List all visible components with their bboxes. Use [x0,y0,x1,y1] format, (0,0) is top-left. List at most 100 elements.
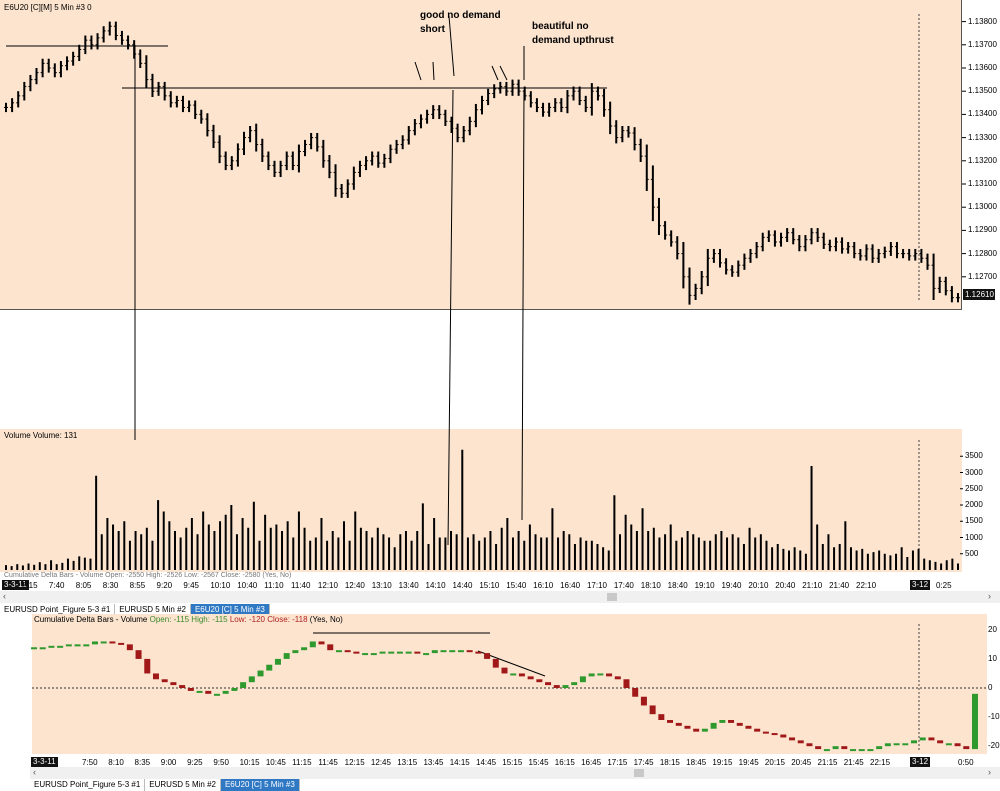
time-axis-top-label: 13:40 [398,581,419,590]
delta-candle [414,651,421,654]
price-bar [699,271,704,295]
delta-axis-label: -20 [988,741,1000,751]
tab-eurusd-point-figure[interactable]: EURUSD Point_Figure 5-3 #1 [0,604,116,616]
delta-candle [309,641,316,648]
time-axis-bottom-label: 14:45 [476,758,497,767]
price-bar [119,30,124,45]
horizontal-scrollbar-top[interactable]: ‹ › [0,591,1000,603]
delta-candle [222,690,229,694]
scroll-left-arrow-icon[interactable]: ‹ [3,591,6,601]
price-bar [901,248,906,259]
chart-tabs-bottom: EURUSD Point_Figure 5-3 #1 EURUSD 5 Min … [30,779,300,791]
annotation-2-line2: demand upthrust [532,35,614,46]
volume-bar [241,518,244,570]
price-bar [199,109,204,124]
volume-bar [134,531,137,570]
volume-panel-header: Volume Volume: 131 [4,431,78,440]
scroll-right-arrow-icon[interactable]: › [988,591,991,601]
time-axis-top-label: 17:10 [586,581,607,590]
delta-axis-label: 10 [988,653,997,663]
time-axis-top-label: 18:10 [640,581,661,590]
time-axis-bottom-label: 11:45 [318,758,338,767]
delta-params: (Yes, No) [309,615,343,624]
tab-e6u20-5min[interactable]: E6U20 [C] 5 Min #3 [190,604,270,616]
time-axis-bottom-label: 17:45 [633,758,654,767]
price-bar [730,265,735,277]
volume-bar [410,540,413,570]
price-bar [492,84,497,99]
time-axis-bottom-end-label: 0:50 [958,758,974,767]
volume-bar [258,540,261,570]
price-bar [577,86,582,106]
volume-bar [928,560,931,570]
delta-candle [335,650,342,653]
volume-bar [117,531,120,570]
delta-high: High: -115 [191,615,228,624]
volume-bar [252,501,255,570]
delta-candle [161,679,168,683]
tab-e6u20-5min[interactable]: E6U20 [C] 5 Min #3 [220,779,300,791]
delta-candle [118,642,125,645]
price-bar [309,132,314,150]
volume-overlap-text: Cumulative Delta Bars - Volume Open: -25… [4,572,292,579]
delta-candle [274,658,281,665]
price-chart[interactable] [0,0,1000,310]
price-bar [315,132,320,152]
scroll-thumb[interactable] [607,593,617,601]
price-bar [345,179,350,198]
price-bar [669,230,674,247]
volume-bar [421,503,424,570]
time-axis-top-label: 9:45 [183,581,199,590]
time-axis-top-label: 16:40 [560,581,581,590]
delta-candle [588,673,595,677]
scroll-thumb[interactable] [634,769,644,777]
volume-bar [838,544,841,570]
delta-candle [83,644,90,647]
delta-candle [405,651,412,654]
price-bar [223,151,228,171]
tab-eurusd-5min[interactable]: EURUSD 5 Min #2 [115,604,191,616]
tab-eurusd-5min[interactable]: EURUSD 5 Min #2 [145,779,221,791]
price-bar [357,160,362,178]
time-axis-bottom-label: 10:15 [239,758,260,767]
price-bar [376,151,381,168]
volume-bar [776,544,779,570]
price-bar [913,248,918,261]
delta-candle [562,685,569,688]
price-bar [40,58,45,78]
time-axis-top-start-date: 3-3-11 [2,580,29,590]
volume-bar [506,518,509,570]
price-axis-label: 1.13700 [968,39,997,49]
price-bar [736,260,741,277]
volume-bar [314,537,317,570]
delta-candle [649,705,656,715]
volume-bar [551,508,554,570]
delta-candle [693,728,700,732]
volume-bar [21,565,24,570]
time-axis-top-label: 11:10 [264,581,284,590]
scroll-right-arrow-icon[interactable]: › [988,767,991,777]
price-bar [644,144,649,191]
horizontal-scrollbar-bottom[interactable]: ‹ › [30,767,1000,779]
time-axis-top-end-date: 3-12 [910,580,931,590]
price-bar [211,124,216,149]
time-axis-top-label: 16:10 [533,581,554,590]
volume-bar [664,534,667,570]
price-bar [28,74,33,92]
volume-bar [816,524,819,570]
volume-bar [923,558,926,570]
tab-eurusd-point-figure[interactable]: EURUSD Point_Figure 5-3 #1 [30,779,146,791]
delta-candle [945,743,952,746]
price-bar [486,88,491,106]
delta-axis-label: 20 [988,624,997,634]
price-bar [803,235,808,252]
scroll-left-arrow-icon[interactable]: ‹ [33,767,36,777]
volume-bar [61,562,64,570]
time-axis-top-label: 17:40 [613,581,634,590]
time-axis-bottom-label: 19:15 [712,758,733,767]
volume-chart[interactable] [0,0,1000,600]
volume-bar [247,527,250,570]
time-axis-bottom-label: 12:45 [370,758,391,767]
delta-candle [484,653,491,659]
